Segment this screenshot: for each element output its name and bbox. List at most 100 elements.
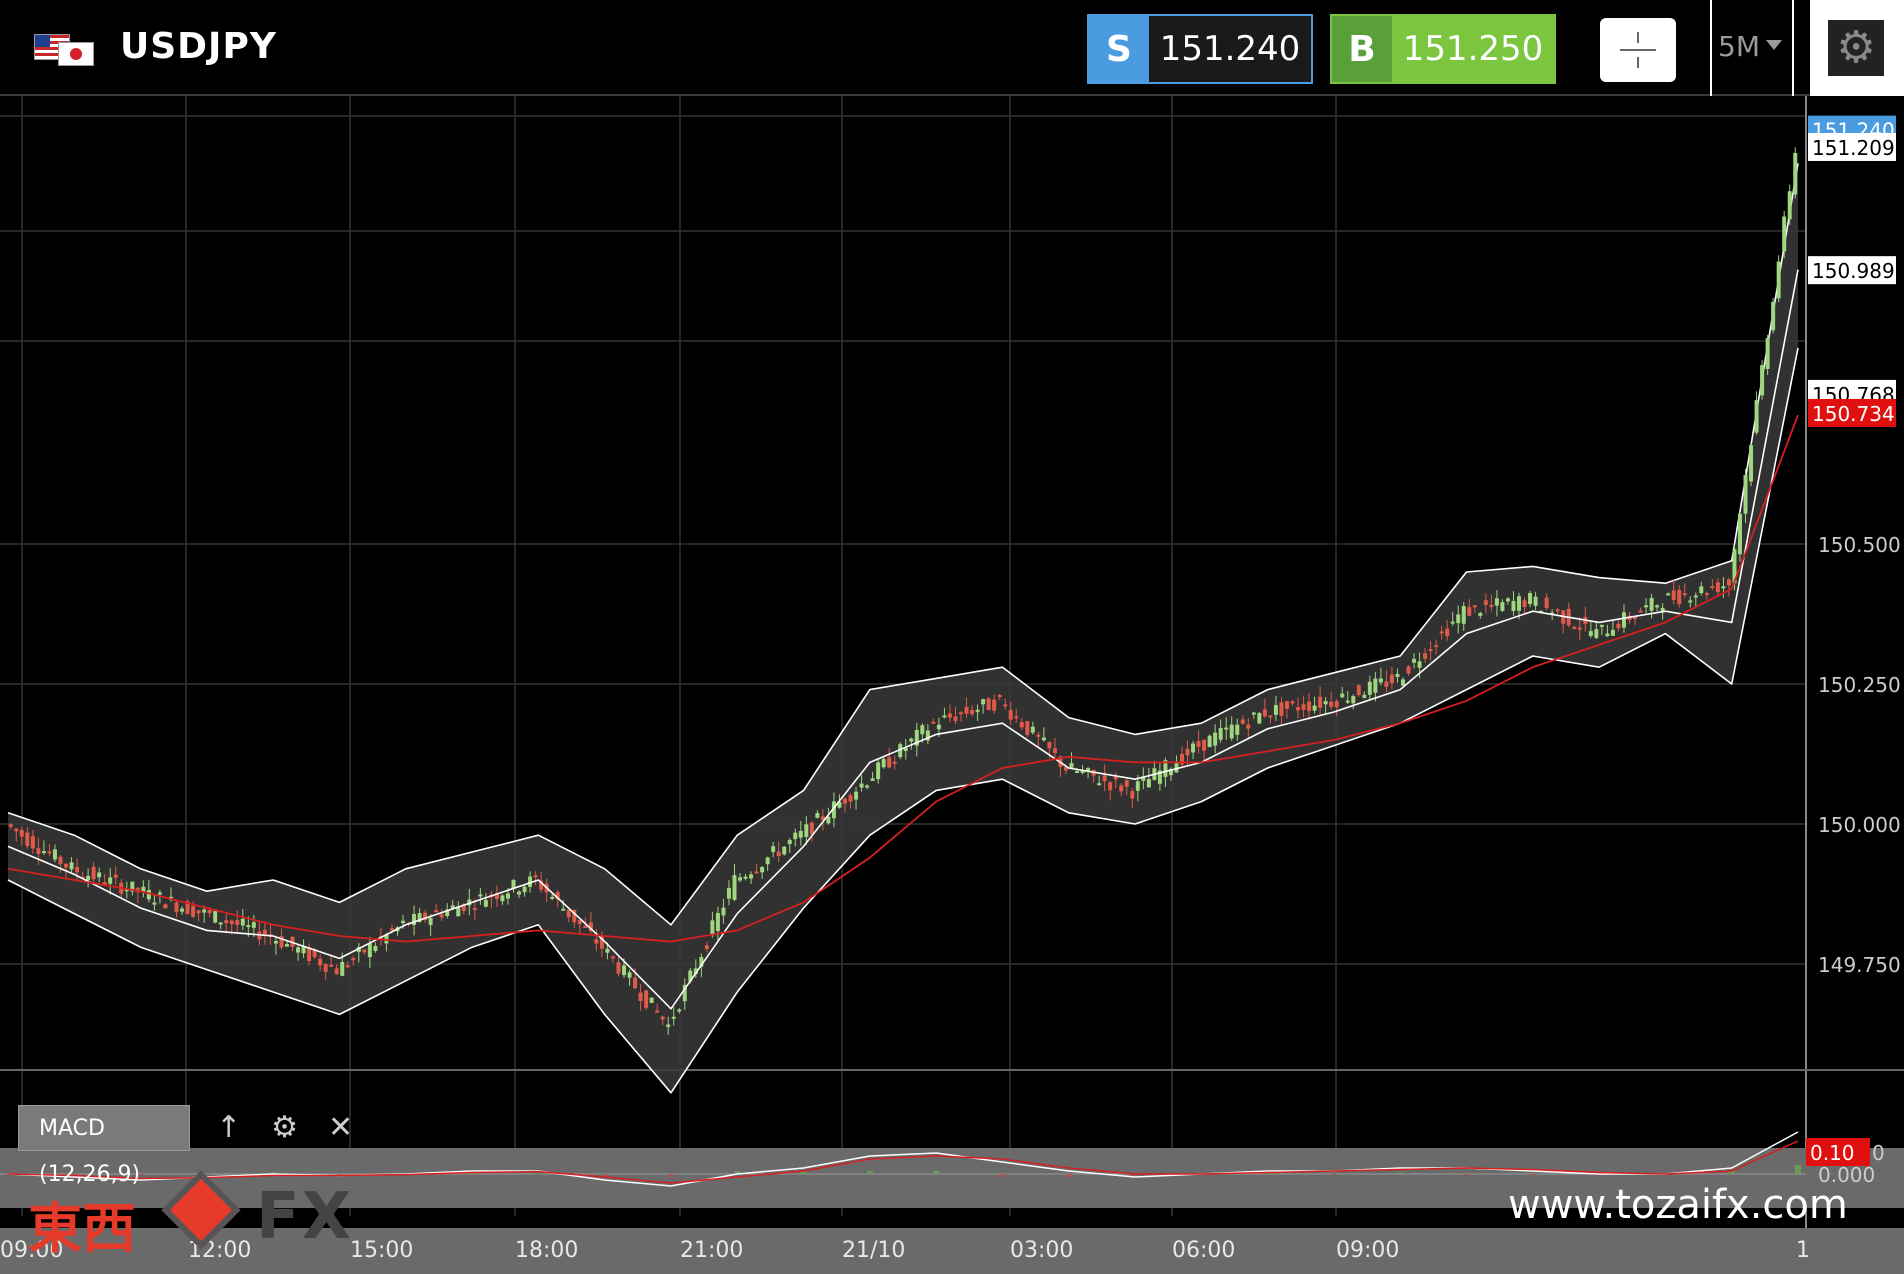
candle-body — [583, 925, 588, 928]
candle-body — [8, 824, 13, 827]
candle-body — [334, 968, 339, 975]
candle-body — [594, 939, 599, 944]
candle-body — [787, 840, 792, 845]
candle-body — [633, 977, 638, 989]
candle-body — [401, 920, 406, 924]
macd-histogram-bar — [1330, 1174, 1337, 1175]
price-marker-box — [1808, 132, 1896, 161]
candle-body — [185, 901, 190, 915]
candle-body — [1080, 770, 1085, 773]
brand-logo-icon — [161, 1170, 241, 1250]
candle-body — [1284, 701, 1289, 709]
candle-body — [1025, 721, 1030, 735]
candle-body — [610, 956, 615, 959]
macd-marker-box — [1806, 1138, 1870, 1166]
candle-body — [218, 922, 223, 925]
candle-body — [1373, 678, 1378, 693]
candle-body — [959, 712, 964, 715]
chart-settings-button[interactable]: ⚙ — [1810, 0, 1904, 96]
macd-zero-label: 0.000 — [1818, 1163, 1875, 1187]
candle-body — [1726, 579, 1731, 586]
candle-body — [202, 909, 207, 913]
macd-indicator-bar: MACD (12,26,9) ↑ ⚙ ✕ — [18, 1105, 354, 1187]
macd-histogram-bar — [203, 1173, 210, 1175]
candle-body — [682, 984, 687, 1002]
candle-body — [41, 851, 46, 854]
candle-body — [1616, 623, 1621, 629]
candle-body — [754, 871, 759, 874]
candle-body — [1268, 715, 1273, 718]
candle-body — [456, 906, 461, 917]
candle-body — [1699, 586, 1704, 594]
candle-body — [47, 851, 52, 854]
candle-body — [726, 887, 731, 899]
close-icon[interactable]: ✕ — [328, 1110, 354, 1145]
candle-body — [1307, 701, 1312, 712]
candle-body — [1356, 685, 1361, 696]
candle-body — [1704, 593, 1709, 596]
candle-body — [423, 912, 428, 920]
price-marker-box — [1808, 398, 1896, 427]
candle-body — [273, 941, 278, 944]
candle-body — [1489, 604, 1494, 607]
candle-body — [439, 914, 444, 918]
bollinger-lower-line — [7, 347, 1799, 1094]
candle-body — [1715, 582, 1720, 593]
candle-body — [417, 913, 422, 922]
time-tick-label: 21:00 — [680, 1238, 743, 1263]
candle-body — [655, 1010, 660, 1013]
candle-body — [1202, 739, 1207, 751]
arrow-up-icon[interactable]: ↑ — [216, 1110, 242, 1145]
header-divider — [1792, 0, 1794, 96]
candle-body — [356, 947, 361, 952]
time-tick-label: 1 — [1796, 1238, 1810, 1263]
candle-body — [1235, 724, 1240, 735]
candle-body — [36, 848, 41, 854]
candle-body — [1047, 742, 1052, 749]
candle-body — [522, 886, 527, 893]
candle-body — [1517, 596, 1522, 611]
macd-label[interactable]: MACD (12,26,9) — [18, 1105, 190, 1187]
candle-body — [1572, 627, 1577, 630]
candle-body — [539, 880, 544, 890]
candle-body — [318, 958, 323, 966]
caret-down-icon[interactable] — [1766, 40, 1782, 50]
symbol-title[interactable]: USDJPY — [120, 26, 277, 67]
candle-body — [1406, 666, 1411, 674]
candle-body — [555, 892, 560, 900]
candle-body — [760, 867, 765, 873]
macd-histogram-bar — [667, 1174, 674, 1177]
candle-body — [942, 715, 947, 718]
price-marker: 150.734 — [1808, 398, 1896, 427]
candle-body — [483, 899, 488, 907]
price-marker-label: 151.209 — [1812, 136, 1895, 160]
candle-body — [572, 909, 577, 923]
candle-body — [1157, 770, 1162, 784]
candle-body — [1075, 771, 1080, 774]
candle-body — [517, 891, 522, 895]
candle-body — [235, 920, 240, 925]
macd-panel — [0, 1131, 1904, 1208]
candle-body — [91, 866, 96, 880]
candle-body — [638, 992, 643, 1002]
candle-body — [472, 907, 477, 910]
candle-body — [1008, 710, 1013, 720]
candle-body — [340, 962, 345, 976]
macd-histogram-bar — [535, 1173, 542, 1175]
candle-body — [1660, 607, 1665, 611]
sell-price: 151.240 — [1149, 16, 1311, 82]
gear-icon[interactable]: ⚙ — [271, 1110, 299, 1145]
sell-button[interactable]: S 151.240 — [1087, 14, 1313, 84]
candle-body — [842, 798, 847, 804]
sell-tag: S — [1089, 16, 1149, 82]
crosshair-button[interactable] — [1600, 18, 1676, 82]
timeframe-selector[interactable]: 5M — [1718, 30, 1760, 63]
candle-body — [428, 917, 433, 925]
candle-body — [511, 880, 516, 889]
candle-body — [1550, 612, 1555, 615]
candle-body — [947, 713, 952, 718]
price-chart[interactable]: 150.500150.250150.000149.750151.240151.2… — [0, 96, 1904, 1274]
candle-body — [1732, 549, 1737, 584]
candle-body — [1605, 633, 1610, 637]
buy-button[interactable]: B 151.250 — [1330, 14, 1556, 84]
